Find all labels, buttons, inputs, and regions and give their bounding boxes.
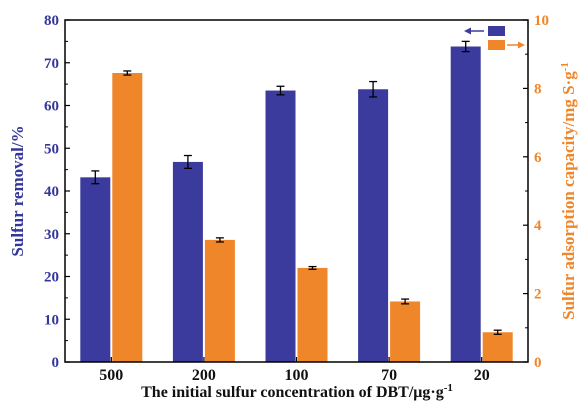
x-tick-label-20: 20 xyxy=(474,367,490,384)
y-tick-label-left-70: 70 xyxy=(44,56,59,72)
y-tick-label-left-30: 30 xyxy=(44,227,59,243)
y-tick-label-right-4: 4 xyxy=(534,218,542,234)
error-bar-1-500 xyxy=(123,70,132,76)
y-tick-label-right-2: 2 xyxy=(534,287,542,303)
y-tick-label-left-10: 10 xyxy=(44,312,59,328)
bar-adsorption-capacity-200 xyxy=(204,239,235,362)
x-axis-label-main: The initial sulfur concentration of DBT/… xyxy=(141,384,444,401)
y-tick-label-right-8: 8 xyxy=(534,81,542,97)
bar-adsorption-capacity-70 xyxy=(390,301,421,362)
x-tick-label-200: 200 xyxy=(192,367,216,384)
error-bar-0-70 xyxy=(369,80,378,98)
error-bar-1-20 xyxy=(493,329,502,335)
x-axis-label: The initial sulfur concentration of DBT/… xyxy=(141,382,453,401)
error-bar-0-20 xyxy=(461,40,470,53)
x-tick-label-100: 100 xyxy=(285,367,309,384)
y-tick-label-right-6: 6 xyxy=(534,150,542,166)
error-bar-1-200 xyxy=(215,237,224,243)
y-tick-label-left-40: 40 xyxy=(44,184,59,200)
y-tick-label-left-0: 0 xyxy=(52,355,60,371)
bar-adsorption-capacity-20 xyxy=(482,332,513,362)
legend-arrow-left-icon xyxy=(464,27,471,35)
bar-sulfur-removal-200 xyxy=(172,161,203,362)
error-bar-1-70 xyxy=(401,298,410,305)
chart-axes: 0 10 20 30 40 50 60 70 80 0 2 4 6 8 10 500 200 100 70 20 xyxy=(44,13,549,384)
bar-adsorption-capacity-500 xyxy=(112,73,143,362)
y-axis-label-right-main: Sulfur adsorption capacity/mg S·g xyxy=(559,71,578,320)
chart-marks xyxy=(80,40,513,362)
legend-swatch-sulfur-removal xyxy=(488,26,505,36)
error-bar-0-100 xyxy=(276,85,285,96)
error-bar-0-500 xyxy=(91,170,100,185)
x-tick-label-500: 500 xyxy=(99,367,123,384)
error-bar-0-200 xyxy=(183,154,192,169)
bar-sulfur-removal-100 xyxy=(265,90,296,362)
legend xyxy=(464,26,525,50)
bar-sulfur-removal-70 xyxy=(358,89,389,362)
y-tick-label-left-80: 80 xyxy=(44,13,59,29)
y-tick-label-left-50: 50 xyxy=(44,141,59,157)
y-axis-label-right-superscript: -1 xyxy=(559,62,571,71)
y-tick-label-left-60: 60 xyxy=(44,99,59,115)
x-tick-label-70: 70 xyxy=(381,367,397,384)
y-tick-label-right-0: 0 xyxy=(534,355,542,371)
bar-sulfur-removal-500 xyxy=(80,177,111,362)
x-axis-label-superscript: -1 xyxy=(444,382,453,394)
y-tick-label-left-20: 20 xyxy=(44,270,59,286)
y-axis-label-right: Sulfur adsorption capacity/mg S·g-1 xyxy=(559,62,578,320)
error-bar-1-100 xyxy=(308,265,317,270)
legend-swatch-adsorption-capacity xyxy=(488,40,505,50)
bar-adsorption-capacity-100 xyxy=(297,267,328,362)
y-axis-label-left: Sulfur removal/% xyxy=(8,125,27,256)
legend-arrow-right-icon xyxy=(518,41,525,49)
y-tick-label-right-10: 10 xyxy=(534,13,549,29)
bar-sulfur-removal-20 xyxy=(450,46,481,362)
